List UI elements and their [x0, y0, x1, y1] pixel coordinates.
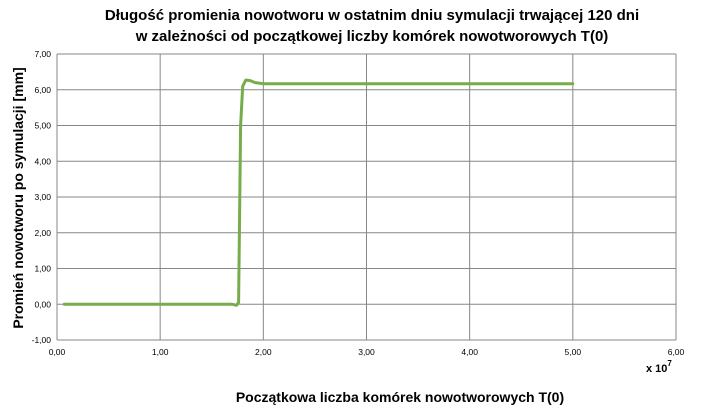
- x-tick-label: 5,00: [565, 347, 582, 357]
- x-tick-label: 0,00: [49, 347, 66, 357]
- x-axis-title: Początkowa liczba komórek nowotworowych …: [236, 389, 564, 405]
- grid-layer: [56, 53, 677, 341]
- x-tick-labels: 0,00 1,00 2,00 3,00 4,00 5,00 6,00: [49, 347, 685, 357]
- y-tick-label: 0,00: [34, 299, 51, 309]
- chart-title-line-1: Długość promienia nowotworu w ostatnim d…: [105, 7, 639, 24]
- y-tick-label: 2,00: [34, 228, 51, 238]
- x-tick-label: 1,00: [152, 347, 169, 357]
- y-tick-label: -1,00: [32, 335, 52, 345]
- y-tick-label: 6,00: [34, 85, 51, 95]
- x-tick-label: 4,00: [461, 347, 478, 357]
- x-axis-multiplier-base: x 10: [646, 363, 667, 375]
- x-tick-label: 6,00: [668, 347, 685, 357]
- y-axis-title: Promień nowotworu po symulacji [mm]: [10, 67, 26, 328]
- y-tick-label: 4,00: [34, 156, 51, 166]
- y-tick-label: 7,00: [34, 49, 51, 59]
- x-axis-multiplier-exponent: 7: [667, 359, 672, 368]
- x-tick-label: 2,00: [255, 347, 272, 357]
- y-tick-label: 1,00: [34, 264, 51, 274]
- y-tick-label: 3,00: [34, 192, 51, 202]
- x-axis-multiplier: x 107: [646, 359, 672, 375]
- y-tick-labels: -1,00 0,00 1,00 2,00 3,00 4,00 5,00 6,00 7,00: [32, 49, 52, 345]
- y-tick-label: 5,00: [34, 121, 51, 131]
- series-line-0: [62, 78, 575, 307]
- x-tick-label: 3,00: [358, 347, 375, 357]
- chart-title-line-2: w zależności od początkowej liczby komór…: [135, 28, 609, 45]
- series-layer: [62, 78, 575, 307]
